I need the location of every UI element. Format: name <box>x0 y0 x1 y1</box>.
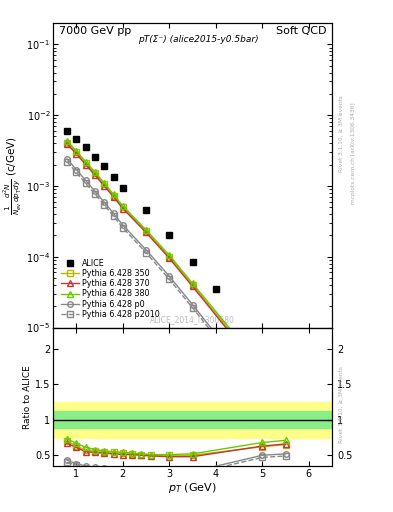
Text: ALICE_2014_I1300380: ALICE_2014_I1300380 <box>150 315 235 325</box>
Pythia 6.428 350 <box>102 181 107 187</box>
Pythia 6.428 p2010 <box>93 191 97 197</box>
Pythia 6.428 350 <box>167 253 172 260</box>
Pythia 6.428 p0 <box>93 188 97 195</box>
Pythia 6.428 350 <box>120 204 125 210</box>
Bar <box>53 411 332 429</box>
Pythia 6.428 p2010 <box>83 180 88 186</box>
ALICE <box>74 136 79 142</box>
Pythia 6.428 350 <box>190 282 195 288</box>
ALICE <box>307 404 311 410</box>
ALICE <box>120 184 125 190</box>
Legend: ALICE, Pythia 6.428 350, Pythia 6.428 370, Pythia 6.428 380, Pythia 6.428 p0, Py: ALICE, Pythia 6.428 350, Pythia 6.428 37… <box>60 257 162 321</box>
Pythia 6.428 370 <box>102 183 107 189</box>
Pythia 6.428 350 <box>260 367 265 373</box>
Pythia 6.428 370 <box>167 255 172 262</box>
Pythia 6.428 350 <box>111 193 116 199</box>
Pythia 6.428 p0 <box>144 247 149 253</box>
Pythia 6.428 380 <box>190 281 195 287</box>
Line: Pythia 6.428 380: Pythia 6.428 380 <box>64 138 265 371</box>
Pythia 6.428 p0 <box>111 210 116 217</box>
Pythia 6.428 380 <box>167 252 172 258</box>
ALICE <box>190 259 195 265</box>
Pythia 6.428 p2010 <box>102 202 107 208</box>
Line: Pythia 6.428 350: Pythia 6.428 350 <box>64 140 265 373</box>
Pythia 6.428 p2010 <box>190 305 195 311</box>
Pythia 6.428 350 <box>93 170 97 177</box>
Line: Pythia 6.428 370: Pythia 6.428 370 <box>64 141 265 375</box>
Pythia 6.428 p0 <box>190 302 195 308</box>
Pythia 6.428 350 <box>65 139 70 145</box>
Line: ALICE: ALICE <box>64 127 312 410</box>
Pythia 6.428 350 <box>83 160 88 166</box>
Text: 7000 GeV pp: 7000 GeV pp <box>59 26 131 36</box>
Y-axis label: Ratio to ALICE: Ratio to ALICE <box>23 365 32 429</box>
ALICE <box>167 232 172 239</box>
Pythia 6.428 370 <box>74 151 79 157</box>
Pythia 6.428 p0 <box>74 166 79 173</box>
Pythia 6.428 p2010 <box>74 169 79 176</box>
Pythia 6.428 p0 <box>167 273 172 280</box>
Pythia 6.428 p0 <box>120 222 125 228</box>
Pythia 6.428 370 <box>260 370 265 376</box>
Pythia 6.428 p0 <box>260 390 265 396</box>
Text: mcplots.cern.ch [arXiv:1306.3436]: mcplots.cern.ch [arXiv:1306.3436] <box>351 103 356 204</box>
Pythia 6.428 p0 <box>102 199 107 205</box>
X-axis label: $p_T$ (GeV): $p_T$ (GeV) <box>168 481 217 496</box>
Text: pT(Σ⁻) (alice2015-y0.5bar): pT(Σ⁻) (alice2015-y0.5bar) <box>138 35 259 44</box>
Pythia 6.428 p0 <box>83 177 88 183</box>
Text: Rivet 3.1.10, ≥ 3M events: Rivet 3.1.10, ≥ 3M events <box>339 95 344 172</box>
Pythia 6.428 p2010 <box>120 225 125 231</box>
Pythia 6.428 p2010 <box>144 250 149 256</box>
Bar <box>53 402 332 438</box>
Pythia 6.428 380 <box>120 203 125 209</box>
Pythia 6.428 p2010 <box>111 213 116 219</box>
Pythia 6.428 380 <box>111 191 116 198</box>
Pythia 6.428 380 <box>144 227 149 233</box>
Pythia 6.428 370 <box>120 205 125 211</box>
Y-axis label: $\frac{1}{N_{ev}} \frac{d^{2}N}{dp_{\rm T}dy}$ (c/GeV): $\frac{1}{N_{ev}} \frac{d^{2}N}{dp_{\rm … <box>2 136 23 215</box>
Text: Rivet 3.1.10, ≥ 3M events: Rivet 3.1.10, ≥ 3M events <box>339 366 344 443</box>
Text: Soft QCD: Soft QCD <box>276 26 327 36</box>
Pythia 6.428 370 <box>65 141 70 147</box>
Pythia 6.428 350 <box>144 228 149 234</box>
Pythia 6.428 370 <box>190 284 195 290</box>
Pythia 6.428 p0 <box>65 156 70 162</box>
Pythia 6.428 370 <box>83 162 88 168</box>
Pythia 6.428 380 <box>93 169 97 175</box>
Pythia 6.428 350 <box>74 149 79 155</box>
ALICE <box>93 154 97 160</box>
Pythia 6.428 380 <box>65 138 70 144</box>
Pythia 6.428 p2010 <box>167 276 172 282</box>
Pythia 6.428 380 <box>83 159 88 165</box>
Pythia 6.428 p2010 <box>260 392 265 398</box>
Pythia 6.428 p2010 <box>65 159 70 165</box>
ALICE <box>144 207 149 214</box>
Line: Pythia 6.428 p0: Pythia 6.428 p0 <box>64 156 265 395</box>
ALICE <box>111 174 116 180</box>
ALICE <box>102 163 107 169</box>
Pythia 6.428 370 <box>93 172 97 178</box>
Pythia 6.428 380 <box>74 147 79 154</box>
Line: Pythia 6.428 p2010: Pythia 6.428 p2010 <box>64 159 265 398</box>
ALICE <box>83 144 88 151</box>
Pythia 6.428 380 <box>102 180 107 186</box>
Pythia 6.428 380 <box>260 365 265 371</box>
Pythia 6.428 370 <box>144 229 149 236</box>
Pythia 6.428 370 <box>111 194 116 200</box>
ALICE <box>65 128 70 134</box>
ALICE <box>213 286 218 292</box>
ALICE <box>260 343 265 349</box>
